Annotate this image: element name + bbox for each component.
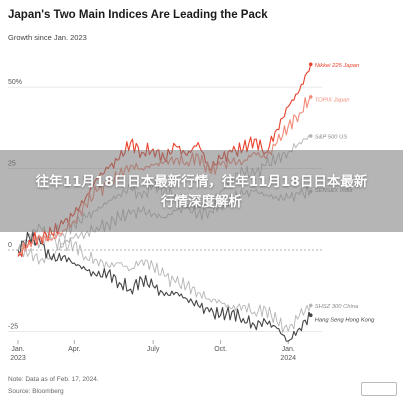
x-tick-label-0: Jan. <box>11 346 24 353</box>
footnote-source: Source: Bloomberg <box>8 388 64 395</box>
series-label-s-p-500-us: S&P 500 US <box>315 134 347 140</box>
y-tick-label-0: 50% <box>8 79 22 86</box>
series-line-hang-seng-hong-kong <box>17 231 312 342</box>
series-line-shsz-300-china <box>17 223 312 334</box>
x-tick-label-1: Apr. <box>68 346 81 353</box>
y-tick-label-3: -25 <box>8 323 18 330</box>
series-endpoint-s-p-500-us <box>308 134 313 138</box>
y-tick-label-2: 0 <box>8 242 12 249</box>
overlay-line-1: 往年11月18日日本最新行情，往年11月18日日本最新 <box>35 174 368 190</box>
series-label-hang-seng-hong-kong: Hang Seng Hong Kong <box>315 318 375 324</box>
series-endpoint-hang-seng-hong-kong <box>308 313 313 317</box>
series-label-shsz-300-china: SHSZ 300 China <box>315 304 359 310</box>
x-tick-label-4: Jan. <box>282 346 295 353</box>
x-tick-label-2: July <box>147 346 160 353</box>
overlay-line-2: 行情深度解析 <box>161 194 242 210</box>
series-endpoint-shsz-300-china <box>308 303 313 308</box>
chart-subtitle: Growth since Jan. 2023 <box>8 33 87 42</box>
overlay-banner <box>0 150 403 232</box>
overlay-headline: 往年11月18日日本最新行情，往年11月18日日本最新 行情深度解析 <box>0 172 403 212</box>
footnote-note: Note: Data as of Feb. 17, 2024. <box>8 376 99 383</box>
x-tick-label-3: Oct. <box>214 346 227 353</box>
series-label-topix-japan: TOPIX Japan <box>315 97 350 103</box>
x-tick-sublabel-4: 2024 <box>280 355 296 362</box>
series-label-nikkei-225-japan: Nikkei 225 Japan <box>315 63 359 69</box>
x-tick-sublabel-0: 2023 <box>10 355 26 362</box>
publisher-logo-icon <box>361 382 397 396</box>
chart-title: Japan's Two Main Indices Are Leading the… <box>8 9 268 21</box>
series-endpoint-nikkei-225-japan <box>308 62 313 67</box>
series-endpoint-topix-japan <box>308 95 313 99</box>
